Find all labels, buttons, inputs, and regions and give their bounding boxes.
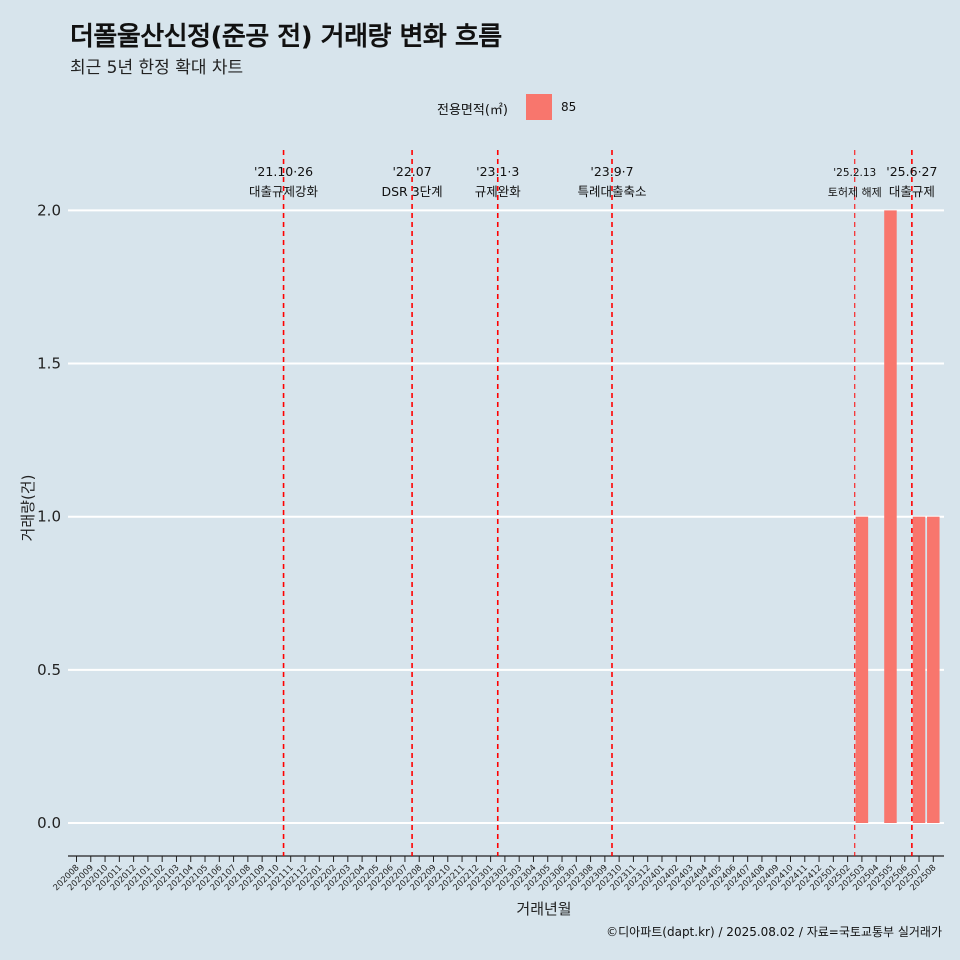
bar [912,516,926,823]
event-name-label: 대출규제강화 [249,184,319,199]
event-name-label: 특례대출축소 [577,184,646,199]
bar [855,516,869,823]
x-axis-title: 거래년월 [516,900,571,918]
bar [927,516,940,823]
event-name-label: DSR 3단계 [381,184,442,199]
event-name-label: 토허제 해제 [828,185,882,199]
y-axis-title: 거래량(건) [19,475,37,542]
event-name-label: 대출규제 [889,184,935,199]
legend-title: 전용면적(㎡) [437,103,508,118]
legend-swatch [526,94,552,120]
event-date-label: '21.10·26 [254,164,313,179]
bar [884,210,897,823]
event-date-label: '23.1·3 [476,164,519,179]
chart-title: 더폴울산신정(준공 전) 거래량 변화 흐름 [70,22,502,52]
y-tick-label: 2.0 [37,201,61,219]
event-name-label: 규제완화 [475,184,522,199]
event-date-label: '25.2.13 [833,167,876,179]
y-tick-label: 0.0 [37,814,61,832]
event-date-label: '22.07 [392,164,431,179]
legend-entry-label: 85 [561,100,577,114]
event-date-label: '25.6·27 [886,164,937,179]
source-credit: ©디아파트(dapt.kr) / 2025.08.02 / 자료=국토교통부 실… [606,925,942,939]
y-tick-label: 1.5 [37,355,61,373]
event-date-label: '23.9·7 [590,164,633,179]
legend: 전용면적(㎡) 85 [0,93,960,121]
y-tick-label: 1.0 [37,508,61,526]
y-tick-label: 0.5 [37,661,61,679]
chart-subtitle: 최근 5년 한정 확대 차트 [70,58,244,78]
